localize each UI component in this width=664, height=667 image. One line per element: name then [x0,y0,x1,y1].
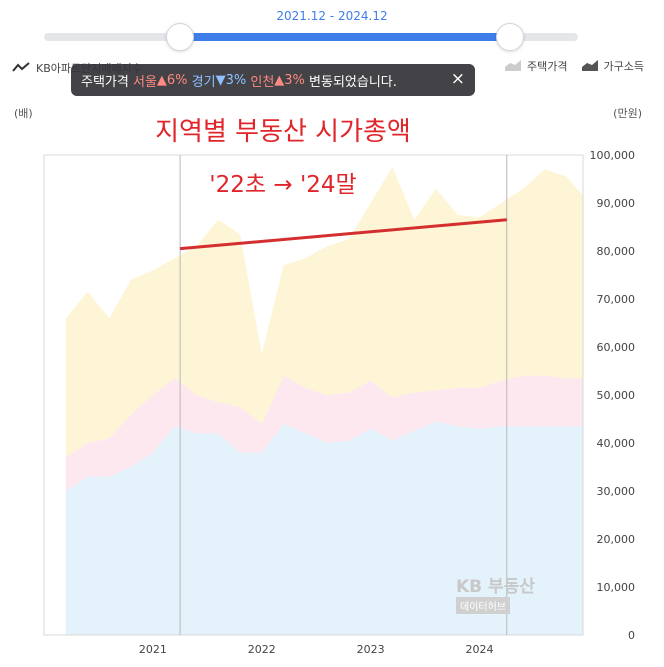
close-icon[interactable]: × [450,69,465,89]
tooltip-region-incheon: 인천 [250,74,275,90]
tooltip-suffix: 변동되었습니다. [309,74,397,90]
y-tick-label: 20,000 [597,533,636,546]
x-tick-label: 2022 [248,643,276,656]
area-series-2 [65,167,584,458]
watermark-sub-label: 데이터허브 [456,597,510,614]
legend-area-items: 주택가격 가구소득 [505,58,644,74]
line-chart-icon [12,61,30,76]
y-tick-label: 50,000 [597,389,636,402]
tooltip-region-seoul: 서울 [132,74,157,90]
y-tick-label: 90,000 [597,197,636,210]
annotation-title: 지역별 부동산 시가총액 [155,117,411,147]
left-axis-unit: (배) [14,107,33,120]
y-tick-label: 30,000 [597,485,636,498]
plot-frame [43,154,584,636]
y-tick-label: 80,000 [597,245,636,258]
legend-house-price-label[interactable]: 주택가격 [527,60,568,73]
y-tick-label: 40,000 [597,437,636,450]
watermark-logo: KB 부동산 [456,577,535,597]
x-tick-label: 2021 [139,643,167,656]
legend-household-income-label[interactable]: 가구소득 [603,60,644,73]
range-slider-fill [192,33,498,41]
y-tick-label: 10,000 [597,581,636,594]
area-series-1 [65,375,584,491]
x-tick-label: 2023 [357,643,385,656]
range-label: 2021.12 - 2024.12 [276,9,388,23]
up-triangle-icon: ▲ [156,72,167,88]
range-slider-start-handle[interactable] [166,23,194,51]
area-icon [581,59,598,74]
tooltip-pct-incheon: 3% [284,72,305,88]
annotation-subtitle: '22초 → '24말 [209,172,356,198]
x-tick-label: 2024 [466,643,494,656]
tooltip-region-gyeonggi: 경기 [191,74,216,90]
tooltip-pct-seoul: 6% [166,72,188,88]
down-triangle-icon: ▼ [215,72,226,88]
trend-line [179,218,507,251]
tooltip-pct-gyeonggi: 3% [225,72,247,88]
y-tick-label: 70,000 [597,293,636,306]
up-triangle-icon: ▲ [274,72,285,88]
right-axis-unit: (만원) [613,107,642,120]
y-tick-label: 100,000 [590,149,636,162]
area-icon [505,59,522,74]
area-series-0 [65,421,584,635]
price-change-tooltip: 주택가격 서울 ▲ 6% 경기 ▼ 3% 인천 ▲ 3% 변동되었습니다. × [71,64,475,96]
y-tick-label: 60,000 [597,341,636,354]
range-slider-end-handle[interactable] [496,23,524,51]
y-tick-label: 0 [628,629,635,642]
tooltip-prefix: 주택가격 [81,74,129,90]
